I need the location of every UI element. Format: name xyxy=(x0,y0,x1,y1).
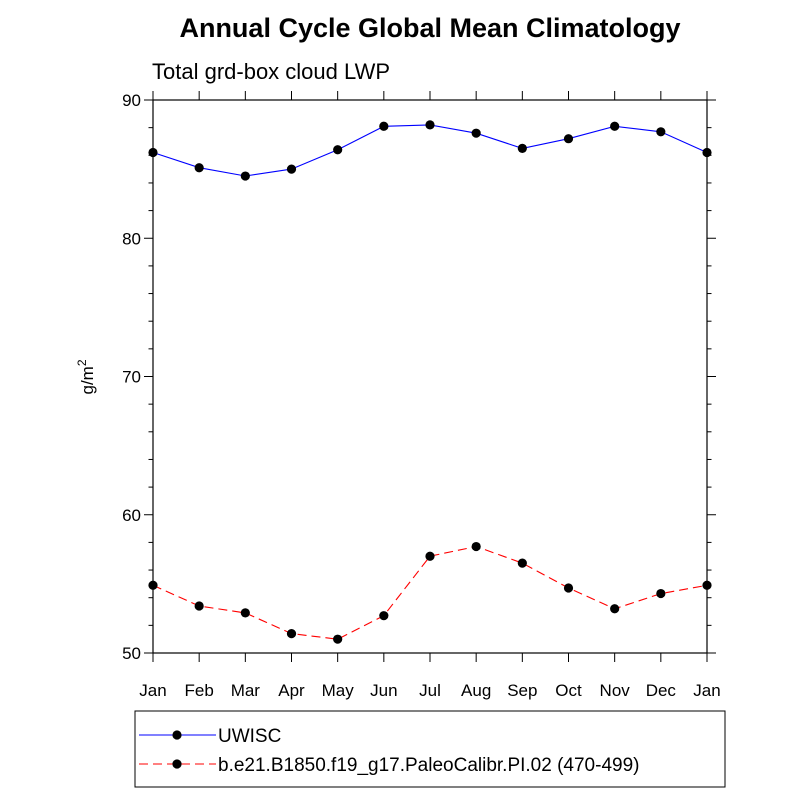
data-point-0 xyxy=(333,145,343,155)
data-point-0 xyxy=(379,121,389,131)
x-tick-label: Jan xyxy=(693,681,720,700)
x-tick-label: Apr xyxy=(278,681,305,700)
x-tick-label: Dec xyxy=(646,681,677,700)
data-point-0 xyxy=(563,134,574,144)
chart-title: Annual Cycle Global Mean Climatology xyxy=(179,13,680,43)
x-tick-label: Jan xyxy=(139,681,166,700)
y-axis-label-superscript: 2 xyxy=(75,359,89,366)
data-point-0 xyxy=(286,164,297,174)
data-point-0 xyxy=(517,143,527,153)
x-tick-label: Jul xyxy=(419,681,441,700)
x-tick-label: Jun xyxy=(370,681,397,700)
chart-subtitle: Total grd-box cloud LWP xyxy=(152,59,390,84)
y-tick-label: 60 xyxy=(122,506,141,525)
y-tick-label: 80 xyxy=(122,229,141,248)
data-point-1 xyxy=(425,551,435,561)
data-point-0 xyxy=(425,120,435,130)
x-tick-label: Sep xyxy=(507,681,537,700)
data-point-0 xyxy=(194,163,204,173)
x-tick-label: Feb xyxy=(185,681,214,700)
data-point-1 xyxy=(656,588,666,599)
data-point-0 xyxy=(471,128,481,138)
legend: UWISC b.e21.B1850.f19_g17.PaleoCalibr.PI.… xyxy=(139,726,639,776)
data-point-1 xyxy=(563,583,574,593)
data-point-0 xyxy=(148,147,158,158)
data-point-1 xyxy=(517,558,527,568)
data-point-0 xyxy=(610,121,620,131)
x-tick-label: Nov xyxy=(600,681,631,700)
x-tick-label: Mar xyxy=(231,681,261,700)
data-point-0 xyxy=(702,147,712,158)
legend-marker-0 xyxy=(172,730,182,740)
data-point-1 xyxy=(702,580,712,590)
data-point-1 xyxy=(379,611,389,621)
y-tick-label: 70 xyxy=(122,368,141,387)
x-tick-label: Oct xyxy=(555,681,582,700)
data-point-1 xyxy=(240,608,250,618)
y-axis-label-text: g/m xyxy=(78,366,97,394)
data-point-0 xyxy=(656,127,666,137)
data-point-1 xyxy=(194,601,204,611)
data-point-1 xyxy=(610,604,620,614)
series-layer xyxy=(148,120,712,644)
y-axis-label: g/m2 xyxy=(75,359,97,394)
y-tick-label: 90 xyxy=(122,91,141,110)
plot-frame xyxy=(152,99,708,654)
legend-label-0: UWISC xyxy=(218,726,281,747)
data-point-1 xyxy=(148,580,158,590)
data-point-1 xyxy=(286,629,297,639)
legend-marker-1 xyxy=(172,759,182,769)
data-point-0 xyxy=(240,171,250,181)
x-tick-label: Aug xyxy=(461,681,491,700)
data-point-1 xyxy=(471,541,481,552)
legend-label-1: b.e21.B1850.f19_g17.PaleoCalibr.PI.02 (4… xyxy=(218,755,639,776)
x-tick-label: May xyxy=(322,681,355,700)
y-tick-label: 50 xyxy=(122,644,141,663)
data-point-1 xyxy=(333,634,343,644)
axis-ticks: Jan Feb Mar Apr May Jun Jul Aug Sep Oct Nov Dec Jan 5… xyxy=(122,91,721,700)
series-line-0 xyxy=(152,124,708,177)
legend-box xyxy=(134,710,726,788)
